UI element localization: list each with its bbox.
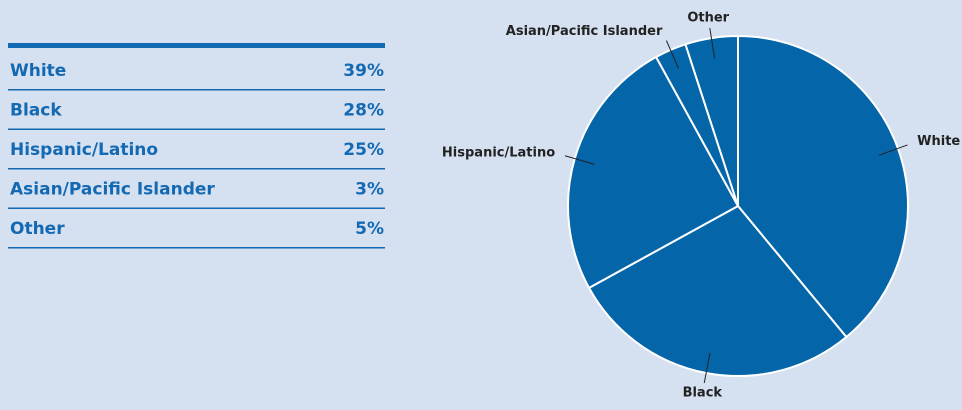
- table-label: Asian/Pacific Islander: [10, 180, 215, 200]
- table-label: Hispanic/Latino: [10, 140, 158, 160]
- table-top-rule: [8, 43, 385, 48]
- table-label: Other: [10, 219, 65, 239]
- table-rule: [8, 247, 385, 249]
- pie-label: Hispanic/Latino: [442, 145, 555, 160]
- leader-line: [703, 352, 711, 384]
- table-rule: [8, 207, 385, 209]
- pie-label: Black: [683, 386, 723, 401]
- leader-line: [878, 144, 908, 156]
- table-rule: [8, 128, 385, 130]
- table-value: 5%: [355, 219, 384, 239]
- leader-line: [665, 40, 680, 69]
- table-value: 39%: [343, 61, 384, 81]
- table-rule: [8, 89, 385, 91]
- pie-label: Other: [687, 10, 729, 25]
- table-rule: [8, 168, 385, 170]
- leader-line: [709, 27, 716, 59]
- table-label: Black: [10, 101, 62, 121]
- table-label: White: [10, 61, 66, 81]
- table-value: 28%: [343, 101, 384, 121]
- table-value: 3%: [355, 180, 384, 200]
- pie-label: White: [917, 134, 960, 149]
- table-value: 25%: [343, 140, 384, 160]
- pie-label: Asian/Pacific Islander: [506, 24, 663, 39]
- leader-line: [564, 155, 595, 165]
